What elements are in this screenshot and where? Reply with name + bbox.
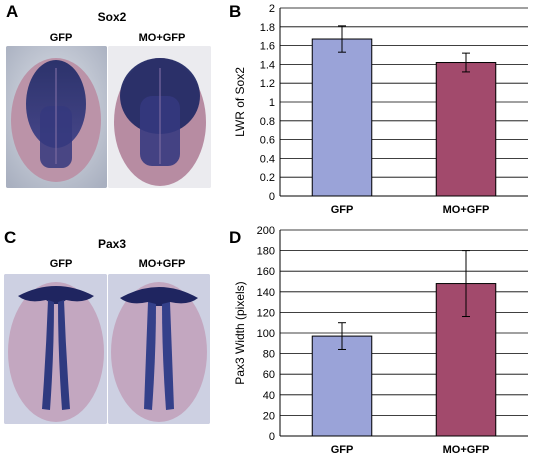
pax3-chart-ytick-label: 60 <box>263 369 275 381</box>
sox2-chart-category-label: GFP <box>331 204 354 216</box>
pax3-chart-ytick-label: 20 <box>263 410 275 422</box>
sox2-chart-ytick-label: 2 <box>269 3 275 15</box>
sox2-chart-ytick-label: 0.6 <box>260 135 275 147</box>
sox2-chart-bar-gfp <box>311 38 373 197</box>
pax3-chart-ytick-label: 100 <box>257 328 275 340</box>
pax3-bar-chart: 0 20 40 60 80 100 120 140 160 180 200 GFP MO+GFP Pax3… <box>233 226 528 456</box>
pax3-chart-ytick-label: 140 <box>257 287 275 299</box>
pax3-chart-ytick-label: 160 <box>257 266 275 278</box>
pax3-chart-ytick-label: 120 <box>257 307 275 319</box>
panel-letter-d: D <box>229 228 242 247</box>
sox2-title: Sox2 <box>97 10 127 24</box>
sox2-chart-ytick-label: 0.2 <box>260 172 275 184</box>
sox2-mo-label: MO+GFP <box>138 32 186 44</box>
panel-letter-c: C <box>4 228 17 247</box>
sox2-chart-ytick-label: 1 <box>269 97 275 109</box>
pax3-chart-ytick-label: 80 <box>263 349 275 361</box>
pax3-chart-bar-gfp <box>311 335 373 437</box>
sox2-chart-ytick-label: 1.4 <box>260 59 275 71</box>
sox2-chart-ytick-label: 1.6 <box>260 41 275 53</box>
panel-letter-b: B <box>229 2 242 21</box>
sox2-gfp-label: GFP <box>49 32 73 44</box>
sox2-chart-y-axis-label: LWR of Sox2 <box>233 67 247 137</box>
sox2-chart-ytick-label: 1.2 <box>260 78 275 90</box>
sox2-mo-embryo-image <box>108 46 211 188</box>
pax3-chart-category-label: GFP <box>331 444 354 456</box>
pax3-mo-embryo-image <box>108 274 210 424</box>
sox2-chart-ytick-label: 0.8 <box>260 116 275 128</box>
sox2-chart-category-label: MO+GFP <box>443 204 490 216</box>
panel-letter-a: A <box>6 2 19 21</box>
pax3-gfp-label: GFP <box>49 258 73 270</box>
pax3-chart-ytick-label: 200 <box>257 226 275 237</box>
pax3-mo-label: MO+GFP <box>138 258 186 270</box>
sox2-gfp-embryo-image <box>6 46 107 188</box>
pax3-chart-ytick-label: 0 <box>269 431 275 443</box>
pax3-title: Pax3 <box>97 237 127 251</box>
sox2-bar-chart: 0 0.2 0.4 0.6 0.8 1 1.2 1.4 1.6 1.8 2 GFP MO+GFP LWR … <box>233 3 528 216</box>
pax3-chart-ytick-label: 180 <box>257 246 275 258</box>
pax3-chart-y-axis-label: Pax3 Width (pixels) <box>233 281 247 384</box>
sox2-chart-ytick-label: 1.8 <box>260 22 275 34</box>
pax3-chart-category-label: MO+GFP <box>443 444 490 456</box>
pax3-chart-ytick-label: 40 <box>263 390 275 402</box>
pax3-gfp-embryo-image <box>4 274 107 424</box>
sox2-chart-ytick-label: 0 <box>269 191 275 203</box>
sox2-chart-bar-mo-gfp <box>435 62 497 197</box>
sox2-chart-ytick-label: 0.4 <box>260 153 275 165</box>
